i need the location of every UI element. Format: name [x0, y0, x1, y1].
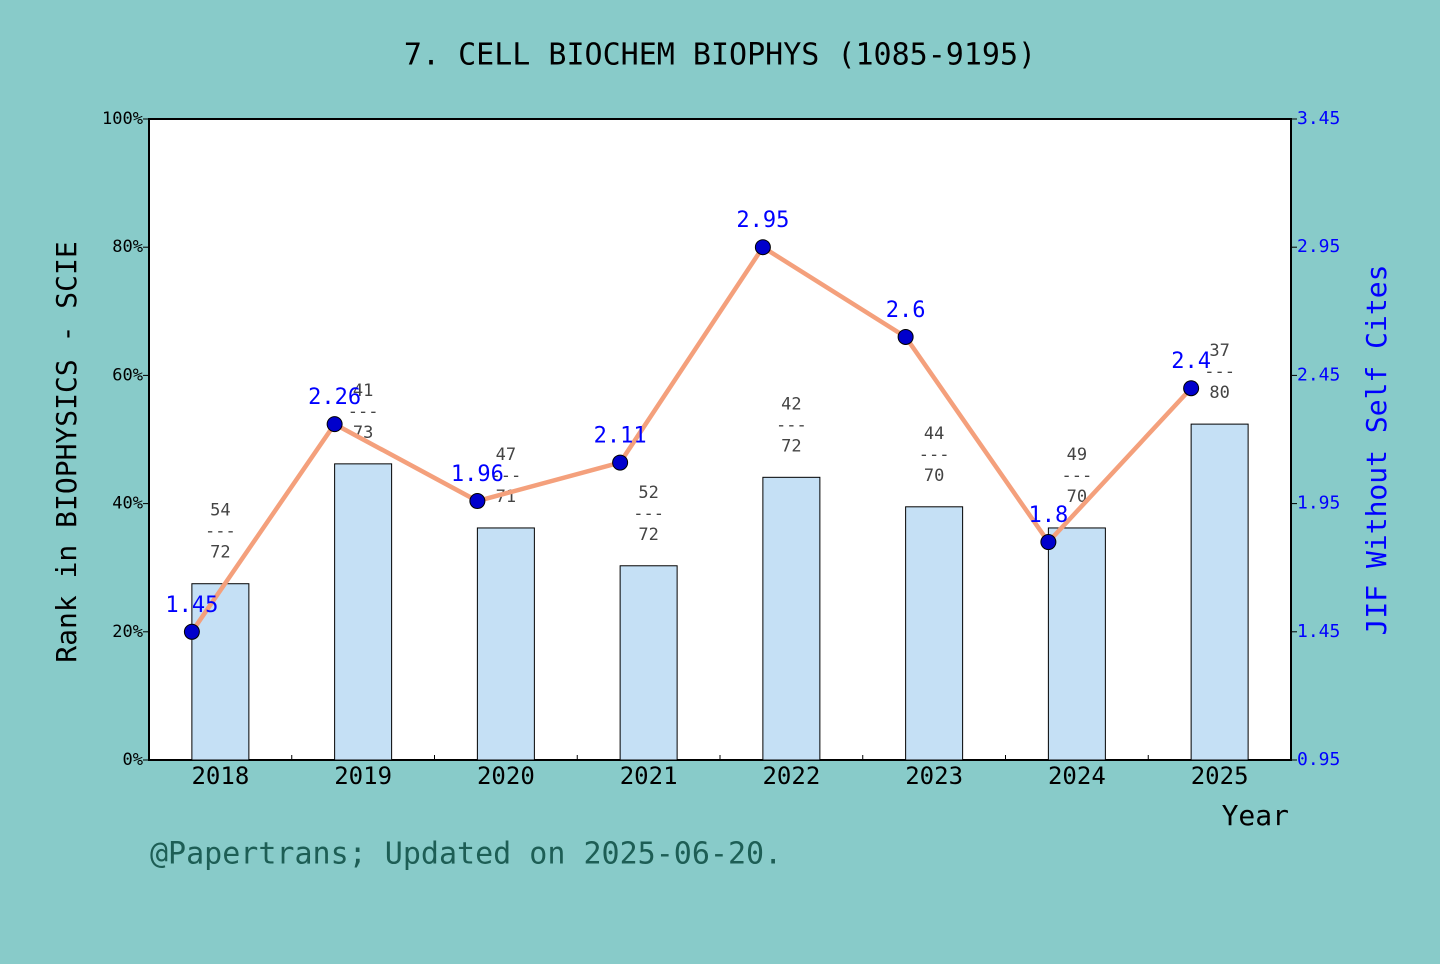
rank-separator: --- — [633, 504, 664, 524]
x-axis-title: Year — [1222, 799, 1289, 832]
value-label: 1.96 — [451, 462, 504, 487]
value-label: 2.6 — [886, 298, 926, 323]
rank-total: 72 — [210, 543, 230, 563]
point — [1040, 534, 1057, 551]
rank-label: 54 — [210, 501, 230, 521]
bar — [334, 463, 393, 761]
rank-separator: --- — [919, 445, 950, 465]
rank-label: 42 — [781, 394, 801, 414]
point — [326, 416, 343, 433]
rank-total: 72 — [781, 436, 801, 456]
y2-tick-label: 3.45 — [1297, 108, 1340, 129]
y-tick-label: 60% — [112, 365, 143, 385]
plot-area — [148, 118, 1292, 761]
value-label: 2.11 — [594, 424, 647, 449]
y-tick-label: 40% — [112, 494, 143, 514]
point — [1183, 380, 1200, 397]
rank-label: 37 — [1209, 341, 1229, 361]
y2-tick-label: 2.45 — [1297, 364, 1340, 385]
x-tick-label: 2018 — [191, 762, 249, 790]
y-tick-label: 0% — [123, 750, 143, 770]
line — [190, 244, 1193, 634]
rank-total: 72 — [638, 525, 658, 545]
y2-tick-label: 2.95 — [1297, 236, 1340, 257]
rank-separator: --- — [348, 402, 379, 422]
x-tick-label: 2019 — [334, 762, 392, 790]
rank-label: 44 — [924, 424, 944, 444]
y-axis-title: Rank in BIOPHYSICS - SCIE — [50, 241, 83, 662]
rank-separator: --- — [1204, 362, 1235, 382]
chart-title: 7. CELL BIOCHEM BIOPHYS (1085-9195) — [404, 38, 1036, 73]
rank-label: 41 — [353, 381, 373, 401]
y2-axis-title: JIF Without Self Cites — [1360, 265, 1393, 636]
x-tick-label: 2020 — [477, 762, 535, 790]
x-tick-label: 2023 — [905, 762, 963, 790]
bar — [905, 506, 964, 761]
point — [754, 239, 771, 256]
rank-separator: --- — [1062, 466, 1093, 486]
value-label: 2.95 — [736, 208, 789, 233]
rank-total: 70 — [924, 466, 944, 486]
y2-tick-label: 1.45 — [1297, 621, 1340, 642]
point — [612, 454, 629, 471]
x-tick-label: 2022 — [762, 762, 820, 790]
point — [183, 623, 200, 640]
x-tick-label: 2025 — [1191, 762, 1249, 790]
rank-separator: --- — [491, 466, 522, 486]
x-tick-label: 2021 — [620, 762, 678, 790]
rank-total: 70 — [1067, 487, 1087, 507]
y2-tick-label: 0.95 — [1297, 749, 1340, 770]
rank-total: 80 — [1209, 383, 1229, 403]
y-tick-label: 100% — [102, 109, 143, 129]
value-label: 2.26 — [308, 385, 361, 410]
rank-label: 49 — [1067, 445, 1087, 465]
value-label: 1.45 — [165, 593, 218, 618]
rank-separator: --- — [205, 522, 236, 542]
y-tick-label: 80% — [112, 237, 143, 257]
value-label: 2.4 — [1171, 349, 1211, 374]
bar — [1047, 527, 1106, 761]
y-tick-label: 20% — [112, 622, 143, 642]
bar — [191, 583, 250, 761]
value-label: 1.8 — [1029, 503, 1069, 528]
bar — [762, 476, 821, 761]
footer: @Papertrans; Updated on 2025-06-20. — [150, 837, 782, 872]
y2-tick-label: 1.95 — [1297, 493, 1340, 514]
bar — [619, 565, 678, 761]
point — [469, 493, 486, 510]
rank-label: 52 — [638, 483, 658, 503]
point — [897, 328, 914, 345]
bar — [1190, 423, 1249, 761]
rank-separator: --- — [776, 415, 807, 435]
rank-label: 47 — [496, 445, 516, 465]
bar — [476, 527, 535, 761]
x-tick-label: 2024 — [1048, 762, 1106, 790]
